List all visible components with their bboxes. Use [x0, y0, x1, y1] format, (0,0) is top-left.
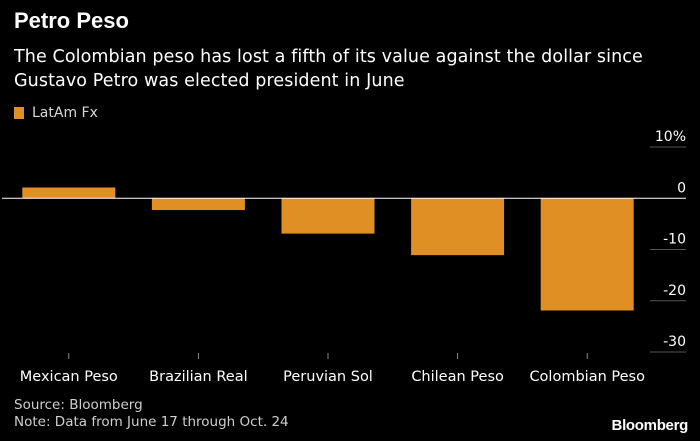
y-tick-label: -30 — [663, 334, 686, 350]
bloomberg-logo: Bloomberg — [611, 417, 689, 434]
y-tick-label: -20 — [663, 283, 686, 299]
legend: LatAm Fx — [14, 104, 98, 122]
x-axis: Mexican Peso Brazilian Real Peruvian Sol Ch… — [20, 353, 645, 385]
note-text: Note: Data from June 17 through Oct. 24 — [14, 414, 289, 430]
y-tick-label: -10 — [663, 232, 686, 248]
bar — [540, 198, 634, 311]
legend-label: LatAm Fx — [32, 105, 98, 121]
chart-title: Petro Peso — [14, 8, 129, 33]
y-tick-label: 10% — [655, 129, 686, 145]
bars — [22, 187, 634, 311]
legend-swatch — [14, 107, 24, 119]
x-tick-label: Colombian Peso — [529, 369, 645, 385]
x-tick-label: Chilean Peso — [411, 369, 504, 385]
gridlines — [650, 146, 686, 353]
bar — [22, 187, 116, 199]
bar — [411, 198, 505, 256]
y-tick-label: 0 — [677, 180, 686, 196]
source-text: Source: Bloomberg — [14, 397, 143, 413]
bar — [281, 198, 375, 234]
chart-subtitle: The Colombian peso has lost a fifth of i… — [14, 47, 643, 91]
footer: Source: Bloomberg Note: Data from June 1… — [14, 397, 289, 431]
x-tick-label: Mexican Peso — [20, 369, 118, 385]
x-tick-label: Brazilian Real — [149, 369, 247, 385]
x-tick-label: Peruvian Sol — [283, 369, 373, 385]
y-axis: 10% 0 -10 -20 -30 — [655, 129, 686, 350]
bar — [151, 198, 245, 211]
